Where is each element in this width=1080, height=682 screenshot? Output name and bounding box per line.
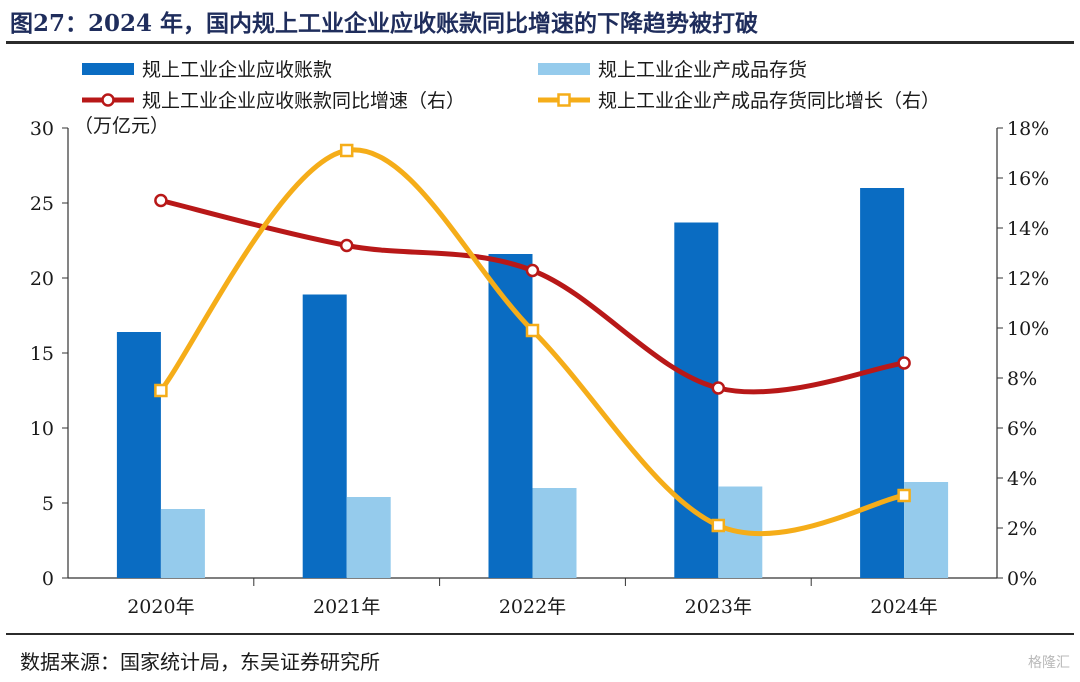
chart-title: 图27：2024 年，国内规上工业企业应收账款同比增速的下降趋势被打破 [10,10,759,37]
left-tick-label: 25 [30,193,54,215]
left-axis-unit: （万亿元） [74,115,169,137]
bar-receivables [674,222,719,578]
left-tick-label: 0 [42,568,54,590]
point-inventory-growth [525,323,540,338]
point-inventory-growth [897,488,911,503]
source-note: 数据来源：国家统计局，东吴证券研究所 [20,650,380,674]
left-tick-label: 10 [30,418,54,440]
point-inventory-growth [154,383,168,398]
right-tick-label: 16% [1007,168,1049,190]
right-tick-label: 4% [1007,468,1037,490]
bar-receivables [116,332,161,578]
x-tick-label: 2020年 [127,596,194,618]
right-tick-label: 12% [1007,268,1049,290]
bar-receivables [302,294,347,578]
x-tick-label: 2022年 [499,596,566,618]
point-receivables-growth [897,356,911,370]
top-rule [6,41,1074,44]
legend-label-3: 规上工业企业产成品存货同比增长（右） [598,90,940,112]
right-tick-label: 14% [1007,218,1049,240]
bar-inventory [904,482,949,578]
legend-label-1: 规上工业企业产成品存货 [598,59,807,81]
point-inventory-growth [339,143,354,158]
point-receivables-growth [711,381,726,395]
right-tick-label: 6% [1007,418,1037,440]
left-tick-label: 15 [30,343,54,365]
point-inventory-growth [711,518,726,533]
x-tick-label: 2021年 [313,596,380,618]
right-tick-label: 10% [1007,318,1049,340]
right-tick-label: 8% [1007,368,1037,390]
bar-inventory [532,488,577,578]
right-tick-label: 0% [1007,568,1037,590]
right-tick-label: 2% [1007,518,1037,540]
right-tick-label: 18% [1007,118,1049,140]
x-tick-label: 2023年 [685,596,752,618]
legend-marker-3 [557,93,571,107]
left-tick-label: 20 [30,268,54,290]
bar-inventory [346,497,391,578]
legend-swatch-1 [538,63,590,75]
bar-receivables [860,188,905,578]
watermark: 格隆汇 [1028,655,1070,671]
bar-inventory [160,509,205,578]
legend-label-0: 规上工业企业应收账款 [142,59,332,81]
point-receivables-growth [339,238,354,253]
legend-marker-2 [101,93,115,107]
left-tick-label: 5 [42,493,54,515]
point-receivables-growth [525,263,540,278]
line-inventory-growth [158,147,905,537]
legend-label-2: 规上工业企业应收账款同比增速（右） [142,90,465,112]
legend-swatch-0 [82,63,134,75]
x-tick-label: 2024年 [870,596,937,618]
bottom-rule [6,633,1074,635]
point-receivables-growth [154,193,168,208]
left-tick-label: 30 [30,118,54,140]
